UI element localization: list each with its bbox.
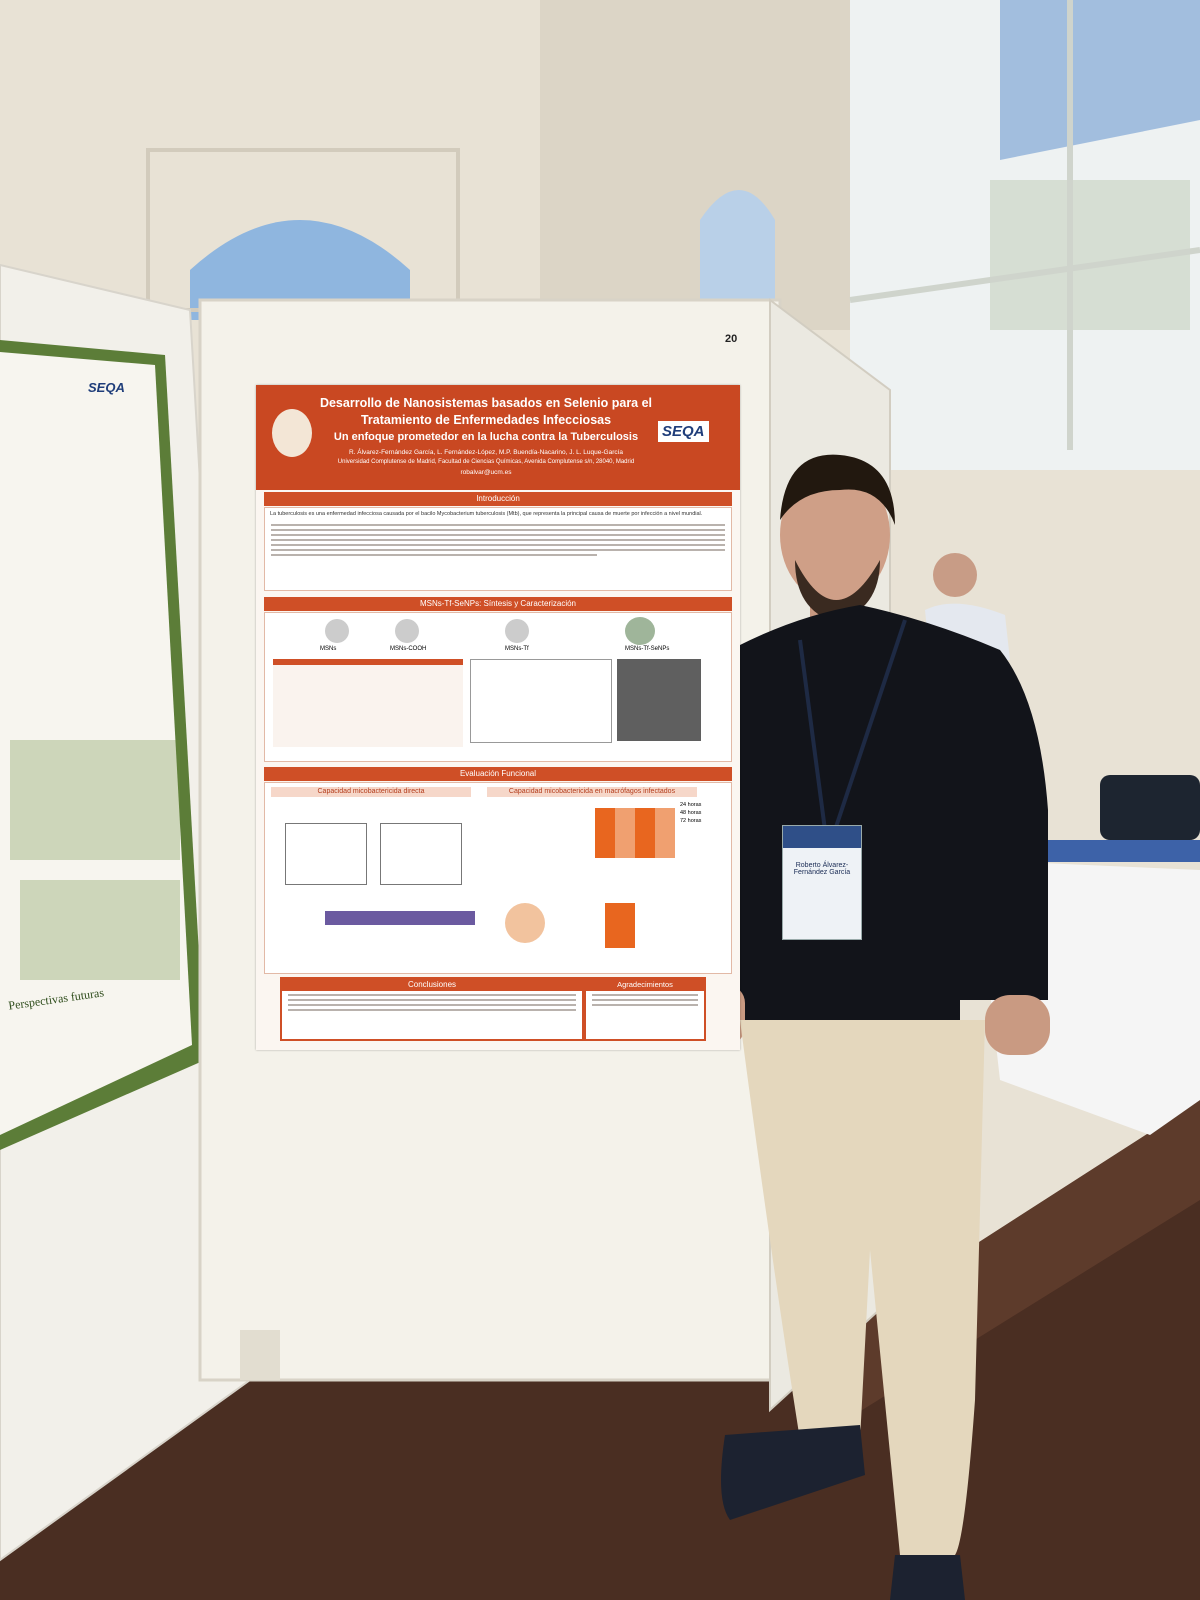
legend-entry: 72 horas xyxy=(680,818,702,824)
text-line xyxy=(271,524,725,526)
board-number: 20 xyxy=(725,333,738,345)
nanoparticle-icon xyxy=(625,617,655,645)
evaluation-panel: Capacidad micobactericida directa Capaci… xyxy=(264,782,732,974)
lanyard xyxy=(833,619,907,831)
badge-header xyxy=(783,826,861,848)
chair xyxy=(1100,775,1200,840)
resazurin-plate xyxy=(325,911,475,925)
section-heading: MSNs-Tf-SeNPs: Síntesis y Caracterizació… xyxy=(264,597,732,611)
shoe xyxy=(721,1425,865,1520)
eds-spectrum xyxy=(470,659,612,743)
text-line xyxy=(271,544,725,546)
text-line xyxy=(592,1004,698,1006)
board-foot xyxy=(240,1330,280,1380)
badge-name: Roberto Álvarez-Fernández García xyxy=(793,862,851,876)
wall-corner xyxy=(540,0,850,330)
synthesis-label: MSNs-Tf xyxy=(505,646,529,652)
poster-title: Desarrollo de Nanosistemas basados en Se… xyxy=(316,395,656,429)
left-poster-logo: SEQA xyxy=(88,380,125,395)
poster-authors: R. Álvarez-Fernández García, L. Fernánde… xyxy=(348,449,624,456)
poster-affiliation: Universidad Complutense de Madrid, Facul… xyxy=(337,459,635,465)
left-chart xyxy=(20,880,180,980)
trousers xyxy=(740,1020,985,1555)
inhibition-plot xyxy=(380,823,462,885)
nanoparticle-icon xyxy=(325,619,349,643)
name-badge: Roberto Álvarez-Fernández García xyxy=(782,825,862,940)
synthesis-panel: MSNs MSNs-COOH MSNs-Tf MSNs-Tf-SeNPs xyxy=(264,612,732,762)
text-line xyxy=(271,539,725,541)
conclusions-panel: Conclusiones xyxy=(280,977,584,1041)
window-frame xyxy=(849,247,1200,303)
university-crest xyxy=(272,409,312,457)
section-heading: Conclusiones xyxy=(282,979,582,991)
cfu-bars xyxy=(605,903,635,948)
synthesis-label: MSNs xyxy=(320,646,337,652)
text-line xyxy=(271,554,598,556)
text-line xyxy=(592,999,698,1001)
characterization-table xyxy=(273,659,463,747)
text-line xyxy=(288,994,576,996)
legend-entry: 48 horas xyxy=(680,810,702,816)
synthesis-label: MSNs-Tf-SeNPs xyxy=(625,646,670,652)
person-head xyxy=(933,553,977,597)
nanoparticle-icon xyxy=(395,619,419,643)
arch-window xyxy=(190,220,410,320)
poster-email: robalvar@ucm.es xyxy=(460,469,512,476)
intro-panel: La tuberculosis es una enfermedad infecc… xyxy=(264,507,732,591)
left-chart xyxy=(10,740,180,860)
section-heading: Introducción xyxy=(264,492,732,506)
poster-logo: SEQA xyxy=(658,421,709,442)
poster-header: SEQA Desarrollo de Nanosistemas basados … xyxy=(256,385,740,490)
poster-title-line: Tratamiento de Enfermedades Infecciosas xyxy=(360,413,612,427)
intro-text: La tuberculosis es una enfermedad infecc… xyxy=(270,511,703,517)
legend: 24 horas 48 horas 72 horas xyxy=(680,801,701,825)
synthesis-label: MSNs-COOH xyxy=(390,646,427,652)
text-line xyxy=(271,549,725,551)
legend-entry: 24 horas xyxy=(680,802,702,808)
left-poster-inner xyxy=(0,352,192,1135)
nanoparticle-icon xyxy=(505,619,529,643)
head xyxy=(780,467,890,603)
subsection-heading: Capacidad micobactericida en macrófagos … xyxy=(487,787,697,797)
shoe xyxy=(890,1555,965,1600)
section-heading: Agradecimientos xyxy=(586,979,704,991)
macrophage-icon xyxy=(505,903,545,943)
text-line xyxy=(271,534,725,536)
section-heading: Evaluación Funcional xyxy=(264,767,732,781)
hair xyxy=(780,454,895,525)
tem-image xyxy=(617,659,701,741)
subsection-heading: Capacidad micobactericida directa xyxy=(271,787,471,797)
text-line xyxy=(592,994,698,996)
poster: SEQA Desarrollo de Nanosistemas basados … xyxy=(256,385,740,1050)
text-line xyxy=(271,529,725,531)
arch-window xyxy=(700,190,775,300)
hand xyxy=(985,995,1050,1055)
acknowledgements-panel: Agradecimientos xyxy=(584,977,706,1041)
text-line xyxy=(288,999,576,1001)
poster-subtitle: Un enfoque prometedor en la lucha contra… xyxy=(333,431,639,443)
text-line xyxy=(288,1009,576,1011)
poster-title-line: Desarrollo de Nanosistemas basados en Se… xyxy=(319,396,653,410)
text-line xyxy=(288,1004,576,1006)
lanyard xyxy=(798,639,827,831)
viability-bars xyxy=(595,808,675,858)
shirt xyxy=(705,605,1048,1030)
sky xyxy=(1000,0,1200,160)
inhibition-plot xyxy=(285,823,367,885)
